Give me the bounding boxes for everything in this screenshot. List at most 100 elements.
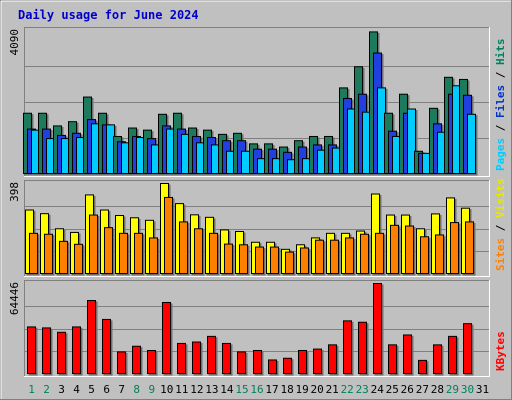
day-label-19: 19 xyxy=(295,383,308,396)
legend-entry: / xyxy=(494,118,507,138)
bar-sites-day-14 xyxy=(224,243,233,275)
bar-sites-day-10 xyxy=(164,196,173,274)
day-label-15: 15 xyxy=(235,383,248,396)
bar-kbytes-day-28 xyxy=(433,344,442,374)
bar-kbytes-day-15 xyxy=(237,351,246,374)
bar-sites-day-29 xyxy=(450,222,459,275)
bar-sites-day-5 xyxy=(89,214,98,274)
bar-sites-day-2 xyxy=(44,233,53,274)
legend-entry: / xyxy=(494,218,507,238)
bar-kbytes-day-2 xyxy=(42,327,51,375)
bar-sites-day-27 xyxy=(420,236,429,274)
day-label-4: 4 xyxy=(73,383,80,396)
bar-sites-day-21 xyxy=(330,239,339,275)
bar-kbytes-day-25 xyxy=(388,344,397,374)
bar-sites-day-20 xyxy=(315,239,324,275)
day-label-30: 30 xyxy=(461,383,474,396)
day-label-10: 10 xyxy=(160,383,173,396)
bar-kbytes-day-6 xyxy=(102,318,111,374)
axis-max-label: 4090 xyxy=(8,29,21,56)
legend-entry: Sites xyxy=(494,238,507,271)
bar-kbytes-day-9 xyxy=(147,349,156,374)
bar-sites-day-30 xyxy=(465,221,474,275)
day-label-11: 11 xyxy=(175,383,188,396)
bar-sites-day-23 xyxy=(360,233,369,274)
day-axis: 1 2 3 4 5 6 7 8 9 10 11 12 13 14 15 16 17 18 19 20 21 22 23 24 2… xyxy=(28,383,489,396)
legend-entry: Visits xyxy=(494,178,507,218)
panel-2: 398 Sites / Visits xyxy=(8,178,507,277)
bar-sites-day-19 xyxy=(300,247,309,274)
legend-entry: Hits xyxy=(494,39,507,66)
day-label-17: 17 xyxy=(265,383,278,396)
legend-entry: KBytes xyxy=(494,331,507,371)
day-label-24: 24 xyxy=(371,383,385,396)
axis-max-label: 64446 xyxy=(8,282,21,315)
chart-panels: 4090 Pages / Files / Hits 398 Sites / Visit… xyxy=(8,27,507,377)
bar-pages-day-30 xyxy=(467,113,476,175)
bar-kbytes-day-5 xyxy=(87,300,96,374)
day-label-20: 20 xyxy=(310,383,323,396)
legend-entry: Files xyxy=(494,85,507,118)
bar-sites-day-17 xyxy=(270,246,279,275)
day-label-3: 3 xyxy=(58,383,65,396)
bar-kbytes-day-30 xyxy=(463,323,472,375)
bar-sites-day-12 xyxy=(194,228,203,275)
bar-sites-day-24 xyxy=(375,232,384,274)
bar-kbytes-day-3 xyxy=(57,331,66,374)
bar-sites-day-4 xyxy=(74,243,83,274)
day-label-28: 28 xyxy=(431,383,444,396)
chart-title: Daily usage for June 2024 xyxy=(18,8,199,22)
day-label-8: 8 xyxy=(133,383,140,396)
bar-sites-day-22 xyxy=(345,237,354,274)
bar-sites-day-9 xyxy=(149,237,158,274)
day-label-6: 6 xyxy=(103,383,110,396)
bar-kbytes-day-7 xyxy=(117,351,126,374)
day-label-1: 1 xyxy=(28,383,35,396)
day-label-23: 23 xyxy=(356,383,369,396)
bar-kbytes-day-23 xyxy=(358,321,367,374)
bar-sites-day-16 xyxy=(255,246,264,275)
bar-sites-day-7 xyxy=(119,232,128,274)
bar-kbytes-day-26 xyxy=(403,334,412,374)
bar-kbytes-day-16 xyxy=(253,349,262,374)
bar-kbytes-day-22 xyxy=(343,320,352,375)
day-label-18: 18 xyxy=(280,383,293,396)
bar-sites-day-11 xyxy=(179,221,188,275)
axis-max-label: 398 xyxy=(8,182,21,202)
series-legend: Pages / Files / Hits xyxy=(494,39,507,172)
bar-sites-day-1 xyxy=(29,232,38,274)
day-label-2: 2 xyxy=(43,383,50,396)
bar-kbytes-day-1 xyxy=(27,326,36,375)
day-label-25: 25 xyxy=(386,383,399,396)
bar-kbytes-day-17 xyxy=(268,359,277,375)
bar-kbytes-day-8 xyxy=(132,345,141,375)
day-label-22: 22 xyxy=(341,383,354,396)
bar-pages-day-15 xyxy=(241,150,250,174)
bar-kbytes-day-13 xyxy=(207,335,216,375)
bar-kbytes-day-19 xyxy=(298,349,307,374)
bar-kbytes-day-18 xyxy=(283,357,292,374)
bar-kbytes-day-21 xyxy=(328,344,337,374)
bar-sites-day-6 xyxy=(104,227,113,275)
bar-sites-day-25 xyxy=(390,224,399,274)
series-legend: Sites / Visits xyxy=(494,178,507,271)
panel-1: 4090 Pages / Files / Hits xyxy=(8,27,507,177)
day-label-27: 27 xyxy=(416,383,429,396)
bar-kbytes-day-4 xyxy=(72,326,81,375)
bar-sites-day-28 xyxy=(435,234,444,274)
legend-entry: / xyxy=(494,65,507,85)
day-label-29: 29 xyxy=(446,383,459,396)
day-label-16: 16 xyxy=(250,383,263,396)
bar-sites-day-15 xyxy=(239,244,248,274)
day-label-12: 12 xyxy=(190,383,203,396)
bar-sites-day-26 xyxy=(405,225,414,274)
bar-kbytes-day-27 xyxy=(418,359,427,374)
bar-kbytes-day-20 xyxy=(313,348,322,375)
day-label-31: 31 xyxy=(476,383,489,396)
day-label-13: 13 xyxy=(205,383,218,396)
day-label-9: 9 xyxy=(148,383,155,396)
bar-sites-day-8 xyxy=(134,232,143,274)
series-legend: KBytes xyxy=(494,331,507,371)
bar-kbytes-day-10 xyxy=(162,301,171,374)
